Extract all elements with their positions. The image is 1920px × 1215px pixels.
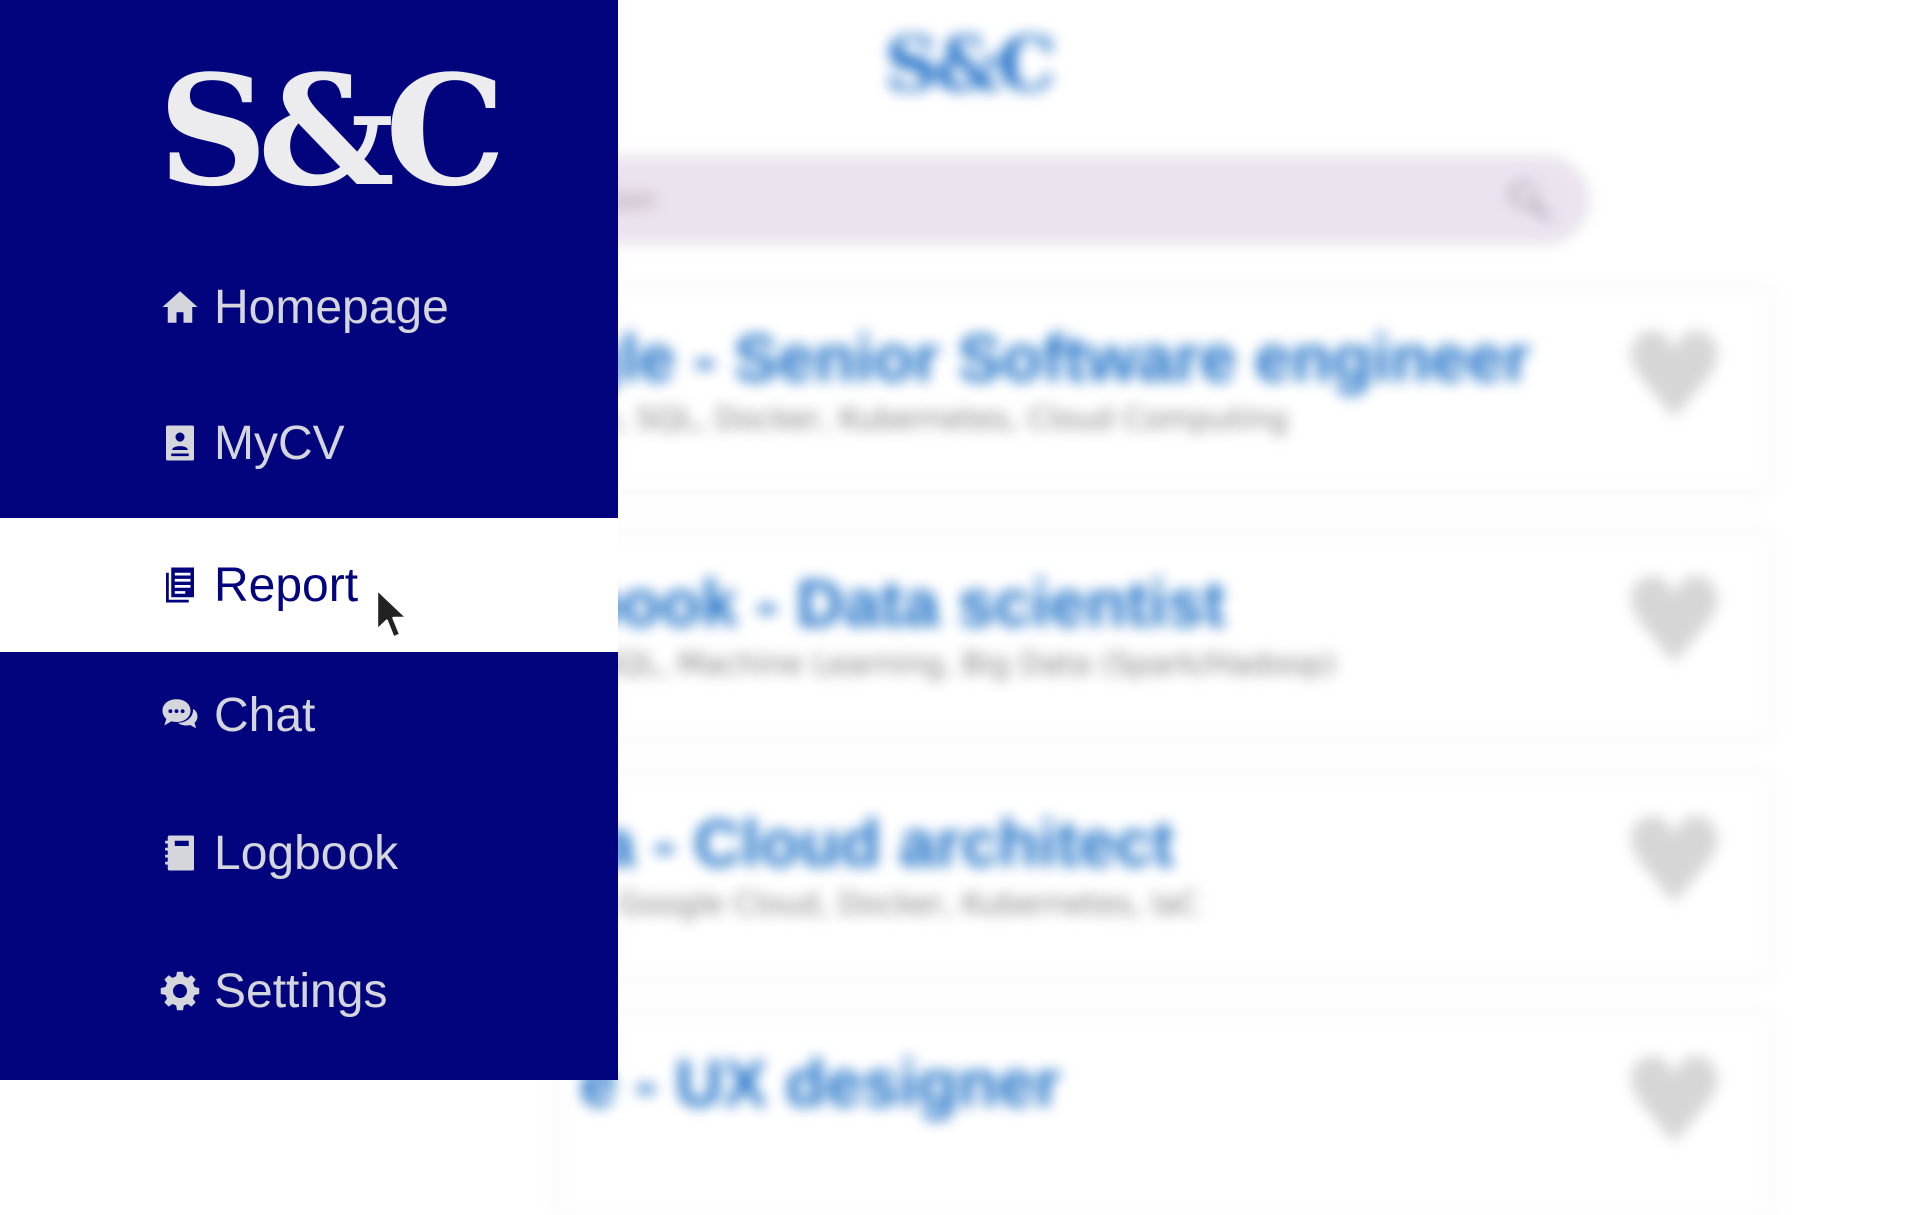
sidebar: S&C Homepage MyCV Report Chat Logbook	[0, 0, 618, 1080]
job-card[interactable]: ia - Cloud architect n, Google Cloud, Do…	[560, 775, 1770, 975]
report-icon	[158, 563, 202, 607]
job-card[interactable]: e - UX designer ♥	[560, 1015, 1770, 1215]
sidebar-item-chat[interactable]: Chat	[0, 648, 618, 782]
heart-icon[interactable]: ♥	[1620, 793, 1728, 932]
sidebar-item-settings[interactable]: Settings	[0, 924, 618, 1058]
job-card[interactable]: gle - Senior Software engineer on, SQL, …	[560, 290, 1770, 490]
chat-icon	[158, 693, 202, 737]
sidebar-item-label: Logbook	[214, 826, 399, 880]
sidebar-item-logbook[interactable]: Logbook	[0, 786, 618, 920]
logbook-icon	[158, 831, 202, 875]
job-skills: n, Google Cloud, Docker, Kubernetes, IaC	[580, 887, 1200, 922]
heart-icon[interactable]: ♥	[1620, 1033, 1728, 1172]
sidebar-item-label: Homepage	[214, 280, 449, 334]
home-icon	[158, 285, 202, 329]
sidebar-logo[interactable]: S&C	[158, 41, 506, 220]
sidebar-item-label: Report	[214, 558, 359, 612]
cv-icon	[158, 421, 202, 465]
background-logo: S&C	[885, 22, 1056, 108]
sidebar-item-label: Settings	[214, 964, 388, 1018]
sidebar-item-label: Chat	[214, 688, 316, 742]
gear-icon	[158, 969, 202, 1013]
sidebar-item-label: MyCV	[214, 416, 345, 470]
heart-icon[interactable]: ♥	[1620, 308, 1728, 447]
sidebar-item-report[interactable]: Report	[0, 518, 618, 652]
job-title: e - UX designer	[580, 1046, 1061, 1120]
search-bar[interactable]: ition 🔍︎	[560, 155, 1590, 245]
job-title: gle - Senior Software engineer	[580, 321, 1530, 395]
sidebar-item-mycv[interactable]: MyCV	[0, 376, 618, 510]
sidebar-item-homepage[interactable]: Homepage	[0, 240, 618, 374]
job-title: book - Data scientist	[580, 566, 1226, 640]
job-skills: , SQL, Machine Learning, Big Data (Spark…	[580, 647, 1337, 682]
mouse-cursor-icon	[375, 588, 409, 639]
job-card[interactable]: book - Data scientist , SQL, Machine Lea…	[560, 535, 1770, 735]
job-skills: on, SQL, Docker, Kubernetes, Cloud Compu…	[580, 402, 1288, 437]
search-icon[interactable]: 🔍︎	[1505, 179, 1554, 223]
job-title: ia - Cloud architect	[580, 806, 1175, 880]
heart-icon[interactable]: ♥	[1620, 553, 1728, 692]
